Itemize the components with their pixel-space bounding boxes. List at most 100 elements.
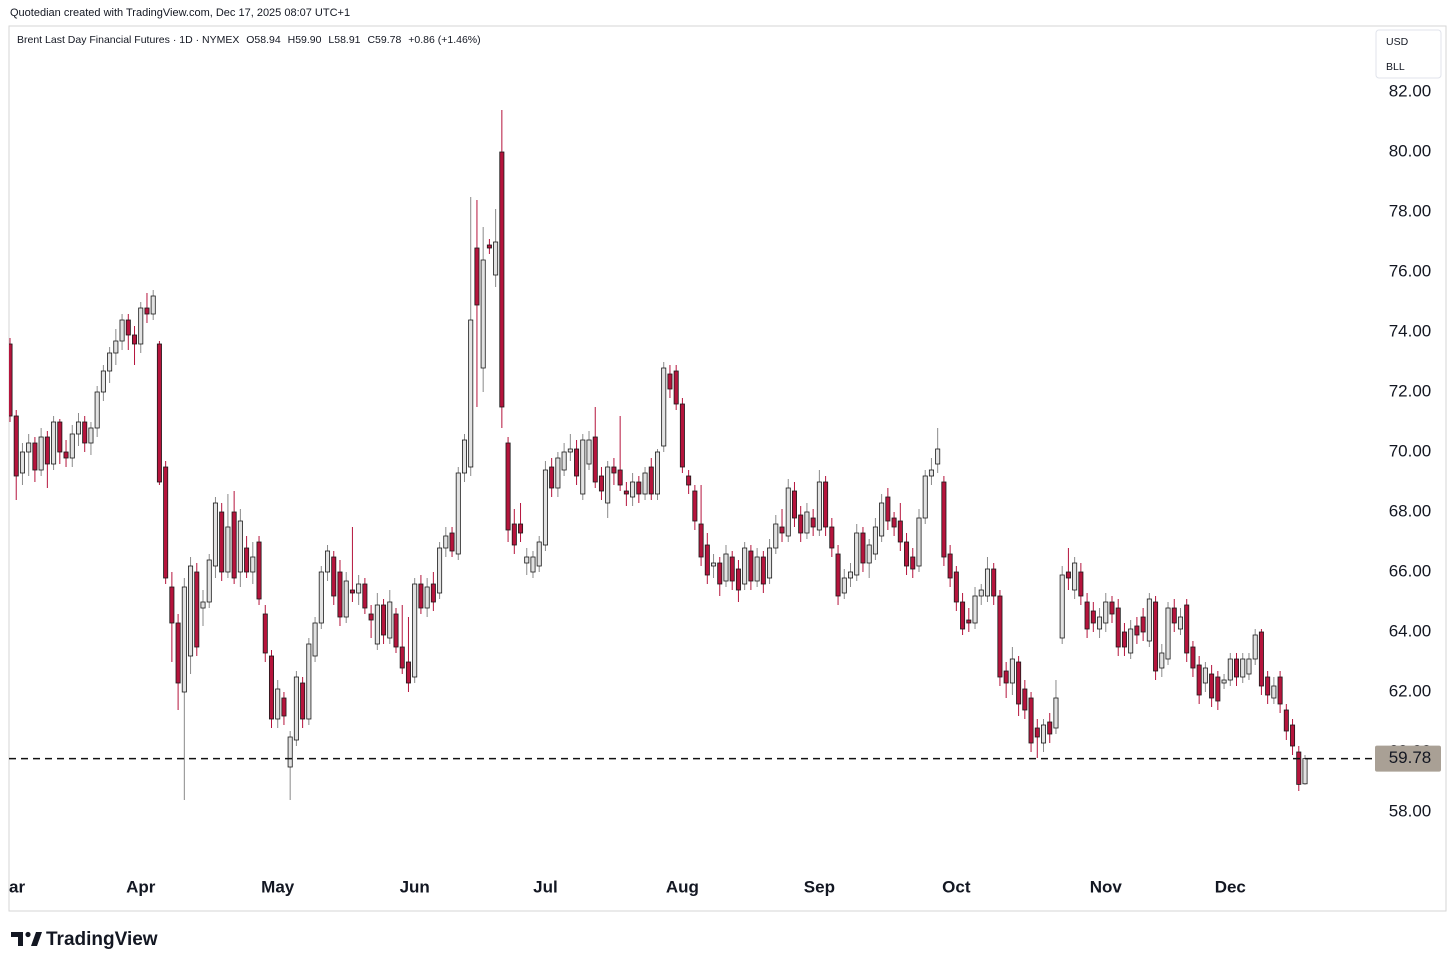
candle-body — [443, 535, 449, 549]
candle-body — [841, 577, 847, 594]
candle-body — [1283, 709, 1289, 732]
ohlc-item: L58.91 — [328, 34, 360, 46]
candle-body — [698, 523, 704, 558]
y-tick-label: 78.00 — [1389, 201, 1432, 220]
candle-body — [835, 553, 841, 597]
candle-body — [325, 550, 331, 573]
candle-body — [281, 697, 287, 717]
candle-body — [611, 466, 617, 474]
candle-body — [181, 586, 187, 693]
candle-body — [555, 457, 561, 489]
y-tick-label: 58.00 — [1389, 801, 1432, 820]
candle-body — [499, 151, 505, 408]
candle-body — [1121, 631, 1127, 648]
candle-body — [742, 547, 748, 585]
candle-body — [767, 547, 773, 579]
candle-body — [306, 643, 312, 720]
candle-body — [1221, 679, 1227, 684]
candle-body — [1159, 652, 1165, 669]
candle-body — [169, 586, 175, 624]
candle-body — [9, 343, 13, 417]
brand-logo — [11, 931, 42, 946]
candle-body — [916, 517, 922, 567]
candle-body — [679, 403, 685, 468]
x-tick-label: Oct — [942, 877, 971, 896]
candle-body — [953, 571, 959, 603]
candle-body — [262, 613, 268, 654]
candle-body — [785, 487, 791, 537]
candle-body — [617, 469, 623, 486]
candle-body — [891, 517, 897, 528]
brand: TradingView — [46, 929, 158, 950]
candle-body — [816, 481, 822, 531]
candle-body — [275, 688, 281, 720]
candle-body — [424, 586, 430, 609]
candle-body — [1028, 697, 1034, 744]
currency: USD — [1386, 36, 1409, 48]
candle-body — [387, 601, 393, 639]
candle-body — [760, 556, 766, 585]
candle-body — [648, 466, 654, 495]
candle-body — [860, 532, 866, 564]
candle-body — [212, 502, 218, 567]
candle-body — [866, 544, 872, 564]
candle-body — [1003, 670, 1009, 684]
candle-body — [1059, 574, 1065, 639]
candle-body — [1146, 598, 1152, 642]
candle-body — [493, 241, 499, 276]
candle-body — [268, 655, 274, 720]
candle-body — [1109, 601, 1115, 615]
candle-body — [1246, 658, 1252, 675]
candle-body — [125, 319, 131, 336]
candle-body — [75, 421, 81, 435]
candle-body — [1047, 721, 1053, 735]
candle-body — [1009, 658, 1015, 684]
candle-body — [312, 622, 318, 657]
header: Quotedian created with TradingView.com, … — [10, 7, 350, 19]
candle-body — [38, 436, 44, 471]
candle-body — [437, 547, 443, 594]
candle-body — [549, 466, 555, 489]
candle-body — [997, 595, 1003, 678]
candle-body — [26, 442, 32, 453]
candle-body — [542, 469, 548, 546]
candle-body — [412, 583, 418, 678]
candle-body — [723, 553, 729, 582]
candle-body — [791, 490, 797, 519]
candle-body — [704, 544, 710, 576]
y-tick-label: 70.00 — [1389, 441, 1432, 460]
candle-body — [1065, 571, 1071, 579]
candle-body — [574, 448, 580, 477]
candle-body — [904, 541, 910, 567]
candle-body — [966, 619, 972, 624]
candle-body — [1209, 673, 1215, 699]
candle-body — [206, 559, 212, 603]
candle-body — [374, 604, 380, 645]
candle-body — [804, 511, 810, 534]
candle-body — [561, 451, 567, 471]
candle-body — [1041, 724, 1047, 744]
candle-body — [150, 295, 156, 315]
x-tick-label: Mar — [0, 877, 25, 896]
candle-body — [138, 307, 144, 345]
candle-body — [984, 568, 990, 597]
y-tick-label: 66.00 — [1389, 561, 1432, 580]
candle-body — [872, 526, 878, 555]
candle-body — [1202, 667, 1208, 684]
candle-body — [642, 472, 648, 495]
candle-body — [381, 604, 387, 636]
candle-body — [935, 448, 941, 465]
candle-body — [293, 676, 299, 741]
candle-body — [51, 421, 57, 465]
candle-body — [1153, 601, 1159, 672]
candle-body — [879, 502, 885, 537]
candle-body — [418, 583, 424, 609]
candle-body — [1265, 676, 1271, 696]
candle-body — [107, 352, 113, 372]
candle-body — [156, 343, 162, 483]
candle-body — [1215, 676, 1221, 702]
candle-body — [922, 475, 928, 519]
candle-body — [1097, 616, 1103, 630]
candle-body — [430, 583, 436, 603]
